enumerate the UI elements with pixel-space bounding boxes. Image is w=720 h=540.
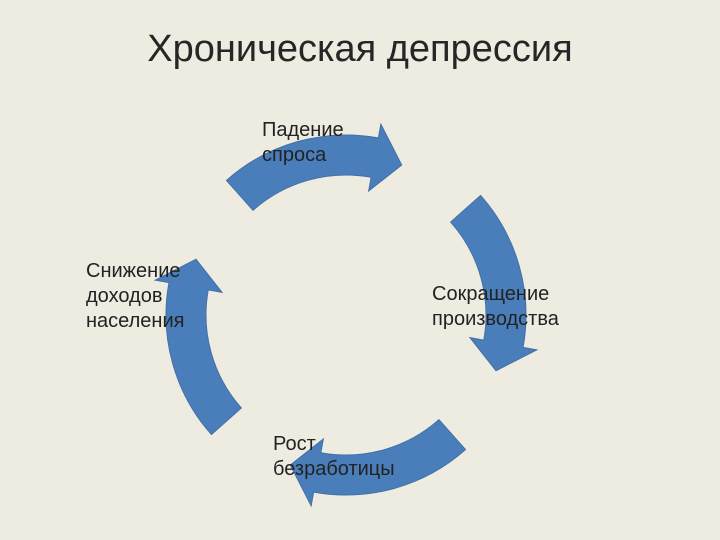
label-bottom: Рост безработицы: [273, 432, 395, 482]
label-right: Сокращение производства: [432, 282, 559, 332]
label-left: Снижение доходов населения: [86, 259, 184, 334]
label-top: Падение спроса: [262, 118, 344, 168]
